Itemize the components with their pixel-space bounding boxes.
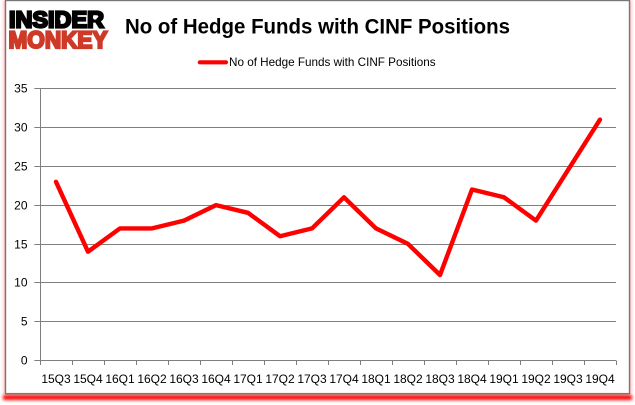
svg-text:20: 20 [14, 199, 28, 213]
svg-text:18Q3: 18Q3 [425, 372, 455, 386]
svg-text:18Q2: 18Q2 [393, 372, 423, 386]
svg-text:10: 10 [14, 276, 28, 290]
svg-text:No of Hedge Funds with CINF Po: No of Hedge Funds with CINF Positions [229, 56, 436, 69]
svg-text:INSIDER: INSIDER [9, 6, 104, 32]
svg-text:19Q3: 19Q3 [553, 372, 583, 386]
svg-text:35: 35 [14, 82, 28, 96]
svg-text:30: 30 [14, 121, 28, 135]
svg-text:MONKEY: MONKEY [9, 27, 108, 54]
svg-text:25: 25 [14, 160, 28, 174]
svg-text:16Q1: 16Q1 [105, 372, 135, 386]
svg-text:18Q4: 18Q4 [457, 372, 487, 386]
svg-text:15Q3: 15Q3 [41, 372, 71, 386]
svg-text:16Q4: 16Q4 [201, 372, 231, 386]
svg-text:15Q4: 15Q4 [73, 372, 103, 386]
svg-text:No of Hedge Funds with CINF Po: No of Hedge Funds with CINF Positions [125, 15, 510, 38]
svg-text:17Q2: 17Q2 [265, 372, 295, 386]
svg-text:16Q2: 16Q2 [137, 372, 167, 386]
svg-text:16Q3: 16Q3 [169, 372, 199, 386]
svg-text:18Q1: 18Q1 [361, 372, 391, 386]
svg-text:15: 15 [14, 238, 28, 252]
svg-text:5: 5 [21, 315, 28, 329]
svg-text:17Q1: 17Q1 [233, 372, 263, 386]
svg-text:17Q4: 17Q4 [329, 372, 359, 386]
svg-text:17Q3: 17Q3 [297, 372, 327, 386]
svg-text:19Q4: 19Q4 [585, 372, 615, 386]
svg-text:0: 0 [21, 354, 28, 368]
svg-text:19Q1: 19Q1 [489, 372, 519, 386]
svg-text:19Q2: 19Q2 [521, 372, 551, 386]
